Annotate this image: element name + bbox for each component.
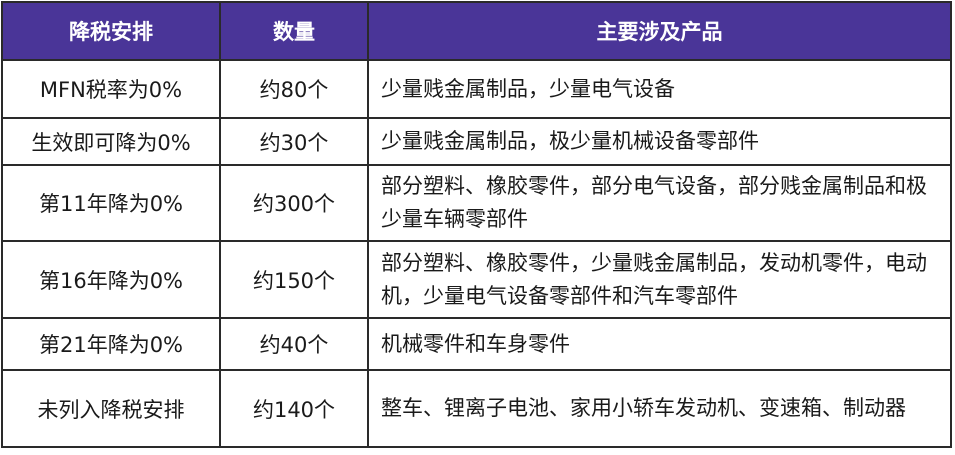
table-row: 未列入降税安排 约140个 整车、锂离子电池、家用小轿车发动机、变速箱、制动器 xyxy=(1,369,952,448)
table-row: 第16年降为0% 约150个 部分塑料、橡胶零件，少量贱金属制品，发动机零件，电… xyxy=(1,240,952,319)
count-cell: 约140个 xyxy=(219,369,369,448)
products-cell: 整车、锂离子电池、家用小轿车发动机、变速箱、制动器 xyxy=(367,369,952,448)
header-products: 主要涉及产品 xyxy=(367,1,952,61)
table-row: 第21年降为0% 约40个 机械零件和车身零件 xyxy=(1,317,952,371)
products-cell: 部分塑料、橡胶零件，少量贱金属制品，发动机零件，电动机，少量电气设备零部件和汽车… xyxy=(367,240,952,319)
count-cell: 约80个 xyxy=(219,59,369,119)
header-count: 数量 xyxy=(219,1,369,61)
header-arrangement: 降税安排 xyxy=(1,1,221,61)
products-cell: 机械零件和车身零件 xyxy=(367,317,952,371)
count-cell: 约30个 xyxy=(219,117,369,166)
arrangement-cell: 第21年降为0% xyxy=(1,317,221,371)
arrangement-cell: 未列入降税安排 xyxy=(1,369,221,448)
arrangement-cell: MFN税率为0% xyxy=(1,59,221,119)
table-row: MFN税率为0% 约80个 少量贱金属制品，少量电气设备 xyxy=(1,59,952,119)
count-cell: 约40个 xyxy=(219,317,369,371)
count-cell: 约300个 xyxy=(219,164,369,242)
table-row: 第11年降为0% 约300个 部分塑料、橡胶零件，部分电气设备，部分贱金属制品和… xyxy=(1,164,952,242)
tariff-reduction-table: 降税安排 数量 主要涉及产品 MFN税率为0% 约80个 少量贱金属制品，少量电… xyxy=(1,1,952,448)
table-row: 生效即可降为0% 约30个 少量贱金属制品，极少量机械设备零部件 xyxy=(1,117,952,166)
products-cell: 部分塑料、橡胶零件，部分电气设备，部分贱金属制品和极少量车辆零部件 xyxy=(367,164,952,242)
count-cell: 约150个 xyxy=(219,240,369,319)
arrangement-cell: 第11年降为0% xyxy=(1,164,221,242)
header-row: 降税安排 数量 主要涉及产品 xyxy=(1,1,952,61)
arrangement-cell: 生效即可降为0% xyxy=(1,117,221,166)
arrangement-cell: 第16年降为0% xyxy=(1,240,221,319)
products-cell: 少量贱金属制品，极少量机械设备零部件 xyxy=(367,117,952,166)
products-cell: 少量贱金属制品，少量电气设备 xyxy=(367,59,952,119)
